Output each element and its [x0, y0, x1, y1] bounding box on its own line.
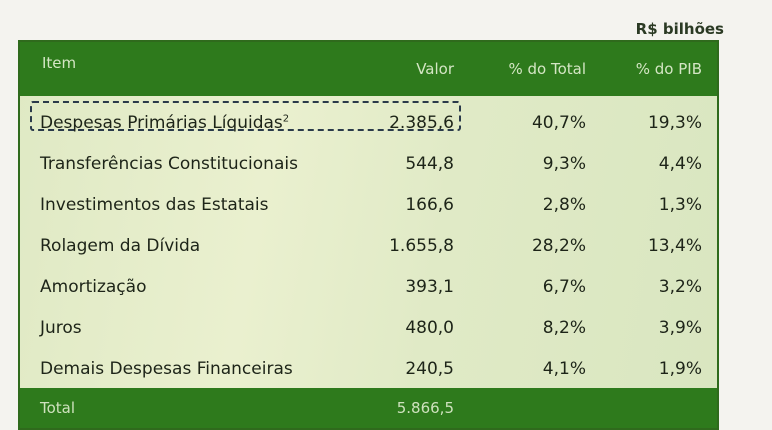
row-pct-pib: 19,3%	[647, 112, 702, 133]
row-valor: 240,5	[405, 358, 454, 379]
row-pct-pib: 1,3%	[658, 194, 702, 215]
row-pct-pib: 4,4%	[658, 153, 702, 174]
table-row: Juros 480,0 8,2% 3,9%	[20, 307, 717, 348]
table-row: Rolagem da Dívida 1.655,8 28,2% 13,4%	[20, 225, 717, 266]
row-item: Demais Despesas Financeiras	[40, 358, 293, 379]
table-row: Amortização 393,1 6,7% 3,2%	[20, 266, 717, 307]
row-pct-pib: 1,9%	[658, 358, 702, 379]
row-valor: 544,8	[405, 153, 454, 174]
header-pct-total: % do Total	[508, 60, 586, 78]
row-valor: 1.655,8	[389, 235, 454, 256]
header-valor: Valor	[416, 60, 454, 78]
table-header: Item Valor % do Total % do PIB	[20, 42, 717, 96]
table-row: Despesas Primárias Líquidas2 2.385,6 40,…	[20, 102, 717, 143]
unit-label: R$ bilhões	[635, 20, 724, 38]
row-item: Rolagem da Dívida	[40, 235, 201, 256]
total-label: Total	[40, 399, 76, 417]
row-pct-total: 9,3%	[542, 153, 586, 174]
row-item: Amortização	[40, 276, 147, 297]
table-row: Demais Despesas Financeiras 240,5 4,1% 1…	[20, 348, 717, 389]
header-pct-pib: % do PIB	[635, 60, 702, 78]
row-pct-pib: 3,2%	[658, 276, 702, 297]
row-item: Despesas Primárias Líquidas	[40, 112, 283, 133]
row-pct-total: 2,8%	[542, 194, 586, 215]
total-row: Total 5.866,5	[20, 388, 717, 428]
row-pct-total: 4,1%	[542, 358, 586, 379]
row-valor: 166,6	[405, 194, 454, 215]
row-item: Transferências Constitucionais	[40, 153, 298, 174]
expenses-table: Item Valor % do Total % do PIB Despesas …	[18, 40, 719, 430]
footnote-marker: 2	[282, 112, 290, 124]
row-pct-total: 8,2%	[542, 317, 586, 338]
row-pct-pib: 3,9%	[658, 317, 702, 338]
table-row: Transferências Constitucionais 544,8 9,3…	[20, 143, 717, 184]
row-item: Juros	[40, 317, 82, 338]
row-pct-total: 40,7%	[531, 112, 586, 133]
row-pct-total: 28,2%	[531, 235, 586, 256]
row-pct-pib: 13,4%	[647, 235, 702, 256]
row-valor: 480,0	[405, 317, 454, 338]
total-valor: 5.866,5	[396, 399, 454, 417]
selection-highlight	[30, 101, 461, 131]
row-valor: 393,1	[405, 276, 454, 297]
row-item: Investimentos das Estatais	[40, 194, 269, 215]
table-row: Investimentos das Estatais 166,6 2,8% 1,…	[20, 184, 717, 225]
row-pct-total: 6,7%	[542, 276, 586, 297]
row-valor: 2.385,6	[389, 112, 454, 133]
header-item: Item	[42, 54, 77, 72]
